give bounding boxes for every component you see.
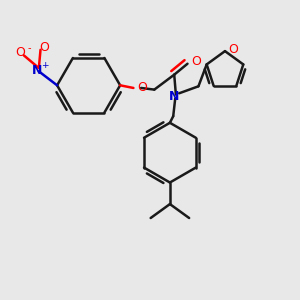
Text: O: O [40,40,50,54]
Text: O: O [228,43,238,56]
Text: O: O [191,55,201,68]
Text: -: - [28,43,31,53]
Text: +: + [41,61,49,70]
Text: O: O [16,46,26,59]
Text: N: N [32,64,42,77]
Text: N: N [169,90,179,103]
Text: O: O [137,81,147,94]
